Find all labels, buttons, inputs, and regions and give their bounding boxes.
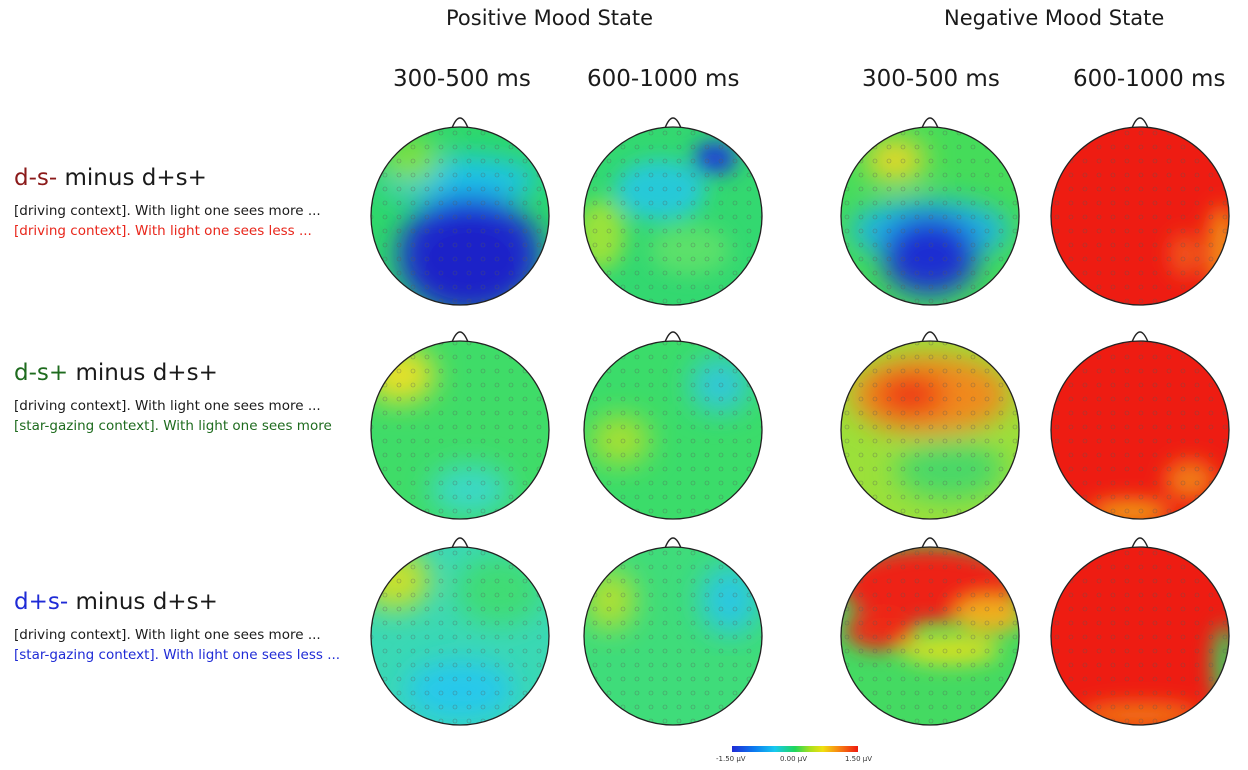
- colorbar-mid-label: 0.00 µV: [780, 755, 808, 763]
- topomap-r3-c4: [1050, 537, 1230, 726]
- topomap-r3-c1: [370, 537, 550, 726]
- topomap-r1-c4: [1050, 117, 1230, 306]
- row-line1-3: [driving context]. With light one sees m…: [14, 627, 321, 643]
- row-line2-3: [star-gazing context]. With light one se…: [14, 647, 341, 663]
- time-window-1: 300-500 ms: [393, 66, 531, 92]
- topomap-r2-c3: [840, 331, 1020, 520]
- row-line2-2: [star-gazing context]. With light one se…: [14, 418, 332, 434]
- time-window-3: 300-500 ms: [862, 66, 1000, 92]
- header-positive-mood: Positive Mood State: [446, 6, 654, 30]
- row-label-2: d-s+ minus d+s+ [driving context]. With …: [14, 358, 332, 436]
- topomap-r3-c3: [840, 537, 1020, 726]
- row-label-3: d+s- minus d+s+ [driving context]. With …: [14, 587, 340, 665]
- row-rest-3: minus d+s+: [68, 589, 218, 615]
- row-line2-1: [driving context]. With light one sees l…: [14, 223, 312, 239]
- topomap-r3-c2: [583, 537, 763, 726]
- topomap-r1-c2: [583, 117, 763, 306]
- row-rest-1: minus d+s+: [57, 165, 207, 191]
- topomap-r1-c3: [840, 117, 1020, 306]
- row-code-1: d-s-: [14, 165, 58, 191]
- row-title-1: d-s- minus d+s+: [14, 163, 321, 193]
- topomap-r2-c2: [583, 331, 763, 520]
- time-window-4: 600-1000 ms: [1073, 66, 1226, 92]
- topomap-r2-c4: [1050, 331, 1230, 520]
- colorbar-min-label: -1.50 µV: [716, 755, 746, 763]
- row-code-2: d-s+: [14, 360, 69, 386]
- row-title-3: d+s- minus d+s+: [14, 587, 340, 617]
- header-negative-mood: Negative Mood State: [944, 6, 1165, 30]
- topomap-r2-c1: [370, 331, 550, 520]
- row-line1-1: [driving context]. With light one sees m…: [14, 203, 321, 219]
- row-code-3: d+s-: [14, 589, 69, 615]
- row-title-2: d-s+ minus d+s+: [14, 358, 332, 388]
- time-window-2: 600-1000 ms: [587, 66, 740, 92]
- topomap-r1-c1: [370, 117, 550, 306]
- row-line1-2: [driving context]. With light one sees m…: [14, 398, 321, 414]
- colorbar: [732, 746, 858, 752]
- colorbar-max-label: 1.50 µV: [845, 755, 873, 763]
- row-rest-2: minus d+s+: [68, 360, 218, 386]
- row-label-1: d-s- minus d+s+ [driving context]. With …: [14, 163, 321, 241]
